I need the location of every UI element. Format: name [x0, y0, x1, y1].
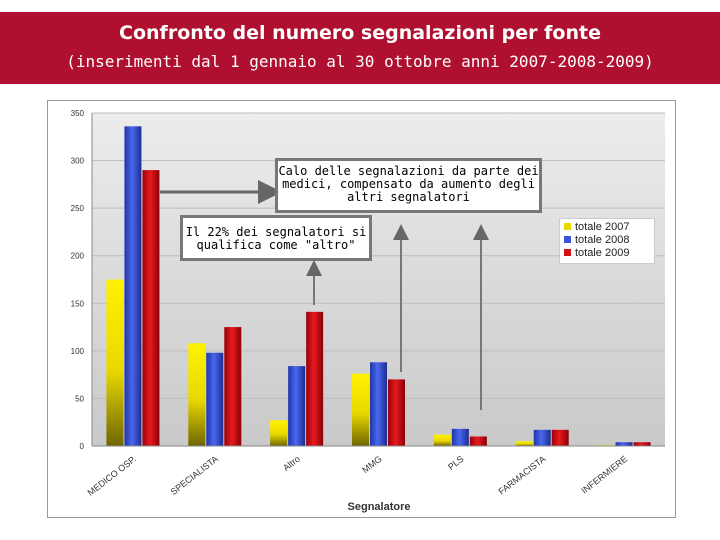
legend-swatch-2007	[564, 222, 571, 230]
y-tick-label: 0	[80, 442, 85, 451]
y-tick-label: 100	[71, 347, 85, 356]
legend-label-2007: totale 2007	[575, 221, 630, 233]
bar-2007	[106, 279, 124, 446]
callout-medici: Calo delle segnalazioni da parte dei med…	[275, 158, 542, 213]
x-axis: MEDICO OSP. SPECIALISTA Altro MMG PLS FARMACI…	[86, 454, 630, 498]
y-tick-label: 150	[71, 299, 85, 308]
bar-2007	[188, 343, 206, 446]
y-tick-label: 350	[71, 109, 85, 118]
legend-label-2009: totale 2009	[575, 247, 630, 259]
bar-2008	[533, 429, 551, 446]
page-title: Confronto del numero segnalazioni per fo…	[119, 22, 601, 44]
bar-2008	[370, 362, 387, 446]
page-subtitle: (inserimenti dal 1 gennaio al 30 ottobre…	[66, 52, 654, 71]
title-band: Confronto del numero segnalazioni per fo…	[0, 12, 720, 84]
bar-2007	[515, 441, 533, 446]
legend-label-2008: totale 2008	[575, 234, 630, 246]
bar-2009	[388, 379, 405, 446]
x-axis-label: Segnalatore	[348, 501, 411, 513]
bars	[106, 126, 651, 447]
x-tick-label: Altro	[281, 454, 302, 473]
legend-item-2007: totale 2007	[564, 221, 629, 234]
bar-2008	[451, 428, 469, 446]
bar-2008	[288, 366, 306, 446]
y-tick-label: 300	[71, 157, 85, 166]
x-tick-label: FARMACISTA	[496, 454, 547, 497]
chart-legend: totale 2007 totale 2008 totale 2009	[559, 218, 655, 264]
bar-2009	[551, 429, 569, 446]
x-tick-label: PLS	[446, 454, 466, 472]
legend-item-2008: totale 2008	[564, 234, 629, 247]
legend-item-2009: totale 2009	[564, 247, 629, 260]
callout-altro: Il 22% dei segnalatori si qualifica come…	[180, 215, 372, 261]
bar-2009	[633, 442, 651, 446]
x-tick-label: SPECIALISTA	[169, 454, 220, 497]
y-tick-label: 200	[71, 252, 85, 261]
x-tick-label: INFERMIERE	[579, 454, 629, 496]
bar-2008	[206, 352, 224, 446]
bar-2009	[469, 436, 487, 446]
bar-2009	[306, 311, 324, 446]
y-tick-label: 50	[75, 394, 84, 403]
bar-2007	[433, 434, 451, 446]
bar-2008	[124, 126, 142, 446]
bar-2009	[224, 327, 242, 446]
bar-2007	[270, 420, 288, 446]
legend-swatch-2008	[564, 235, 571, 243]
x-tick-label: MMG	[360, 454, 383, 475]
y-tick-label: 250	[71, 204, 85, 213]
legend-swatch-2009	[564, 248, 571, 256]
bar-2007	[352, 373, 369, 446]
bar-2008	[615, 442, 633, 446]
bar-2009	[142, 170, 160, 447]
y-axis: 0 50 100 150 200 250 300 350	[71, 109, 85, 451]
x-tick-label: MEDICO OSP.	[86, 454, 139, 498]
